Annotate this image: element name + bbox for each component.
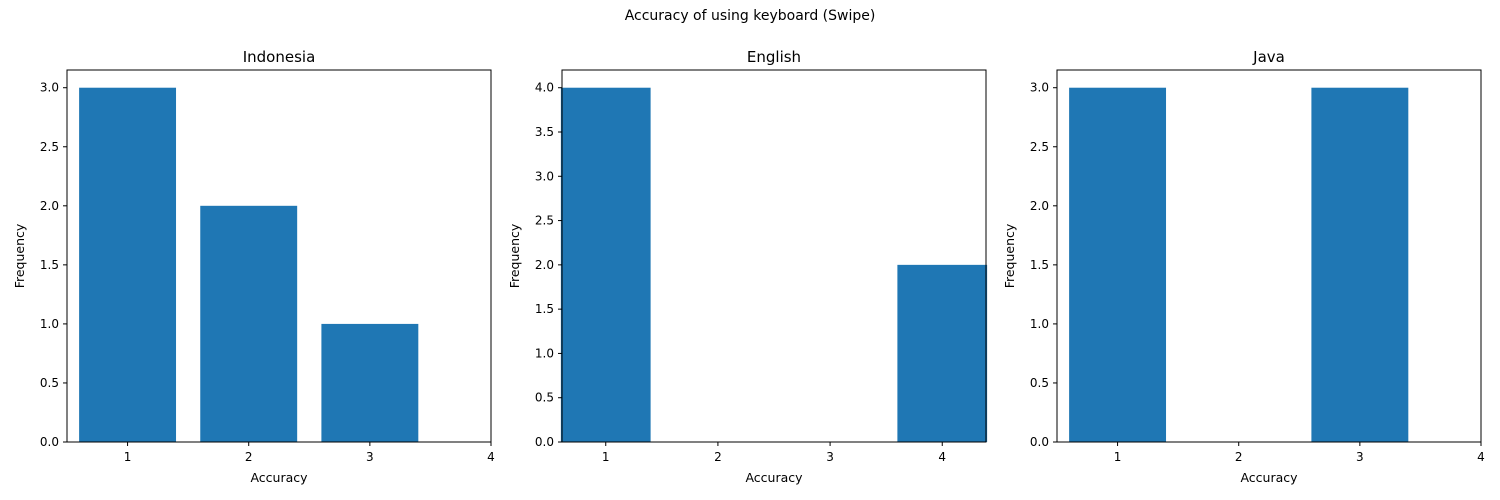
panel-2-x-tick-label-3: 3: [826, 450, 834, 464]
panel-3-y-tick-label-5: 2.0: [1030, 199, 1049, 213]
panel-1-bar-3: [321, 323, 419, 442]
panel-1-x-tick-label-4: 4: [487, 450, 495, 464]
panel-1-title: Indonesia: [243, 48, 316, 66]
panel-2-y-tick-label-8: 3.5: [535, 125, 554, 139]
panel-1-y-tick-label-1: 0.0: [40, 435, 59, 449]
panel-1-x-tick-label-2: 2: [245, 450, 253, 464]
panel-3-x-tick-label-2: 2: [1235, 450, 1243, 464]
figure-title: Accuracy of using keyboard (Swipe): [624, 8, 876, 24]
panel-1-y-tick-label-6: 2.5: [40, 140, 59, 154]
panel-2-x-tick-label-4: 4: [938, 450, 946, 464]
panel-1-x-tick-label-1: 1: [124, 450, 132, 464]
panel-3-x-tick-label-3: 3: [1356, 450, 1364, 464]
panel-2-title: English: [747, 48, 801, 66]
panel-1-y-axis-label: Frequency: [12, 223, 27, 288]
panel-2-y-axis-label: Frequency: [507, 223, 522, 288]
panel-2-x-tick-label-1: 1: [602, 450, 610, 464]
panel-2-y-tick-label-3: 1.0: [535, 346, 554, 360]
panel-2-bar-1: [560, 87, 651, 442]
panel-3-bar-1: [1069, 87, 1167, 442]
panel-3-y-tick-label-4: 1.5: [1030, 258, 1049, 272]
panel-3-y-tick-label-2: 0.5: [1030, 376, 1049, 390]
panel-1-y-tick-label-7: 3.0: [40, 81, 59, 95]
panel-3-x-tick-label-1: 1: [1114, 450, 1122, 464]
panel-3-y-tick-label-7: 3.0: [1030, 81, 1049, 95]
panel-3-y-tick-label-3: 1.0: [1030, 317, 1049, 331]
panel-2-y-tick-label-6: 2.5: [535, 214, 554, 228]
panel-1-axes-frame: [66, 69, 492, 443]
panel-3-x-axis-label: Accuracy: [1240, 470, 1298, 485]
panel-1-bar-1: [79, 87, 177, 442]
panel-1-bar-2: [200, 205, 298, 442]
panel-2-x-tick-label-2: 2: [714, 450, 722, 464]
panel-1-x-axis-label: Accuracy: [250, 470, 308, 485]
panel-2-y-tick-label-5: 2.0: [535, 258, 554, 272]
panel-2-y-tick-label-1: 0.0: [535, 435, 554, 449]
panel-3-y-tick-label-6: 2.5: [1030, 140, 1049, 154]
panel-3-axes-frame: [1056, 69, 1482, 443]
panel-2-y-tick-label-2: 0.5: [535, 391, 554, 405]
panel-2-y-tick-label-7: 3.0: [535, 169, 554, 183]
panel-1-y-tick-label-5: 2.0: [40, 199, 59, 213]
panel-3-x-tick-label-4: 4: [1477, 450, 1485, 464]
panel-1-y-tick-label-2: 0.5: [40, 376, 59, 390]
panel-3-y-tick-label-1: 0.0: [1030, 435, 1049, 449]
panel-1-y-tick-label-3: 1.0: [40, 317, 59, 331]
panel-2-y-tick-label-4: 1.5: [535, 302, 554, 316]
panel-2-y-tick-label-9: 4.0: [535, 81, 554, 95]
panel-2-bar-2: [897, 264, 988, 442]
panel-1-x-tick-label-3: 3: [366, 450, 374, 464]
panel-2-x-axis-label: Accuracy: [745, 470, 803, 485]
panel-1-y-tick-label-4: 1.5: [40, 258, 59, 272]
panel-3-y-axis-label: Frequency: [1002, 223, 1017, 288]
panel-3-bar-2: [1311, 87, 1409, 442]
panel-2-axes-frame: [561, 69, 987, 443]
panel-3-title: Java: [1252, 48, 1285, 66]
